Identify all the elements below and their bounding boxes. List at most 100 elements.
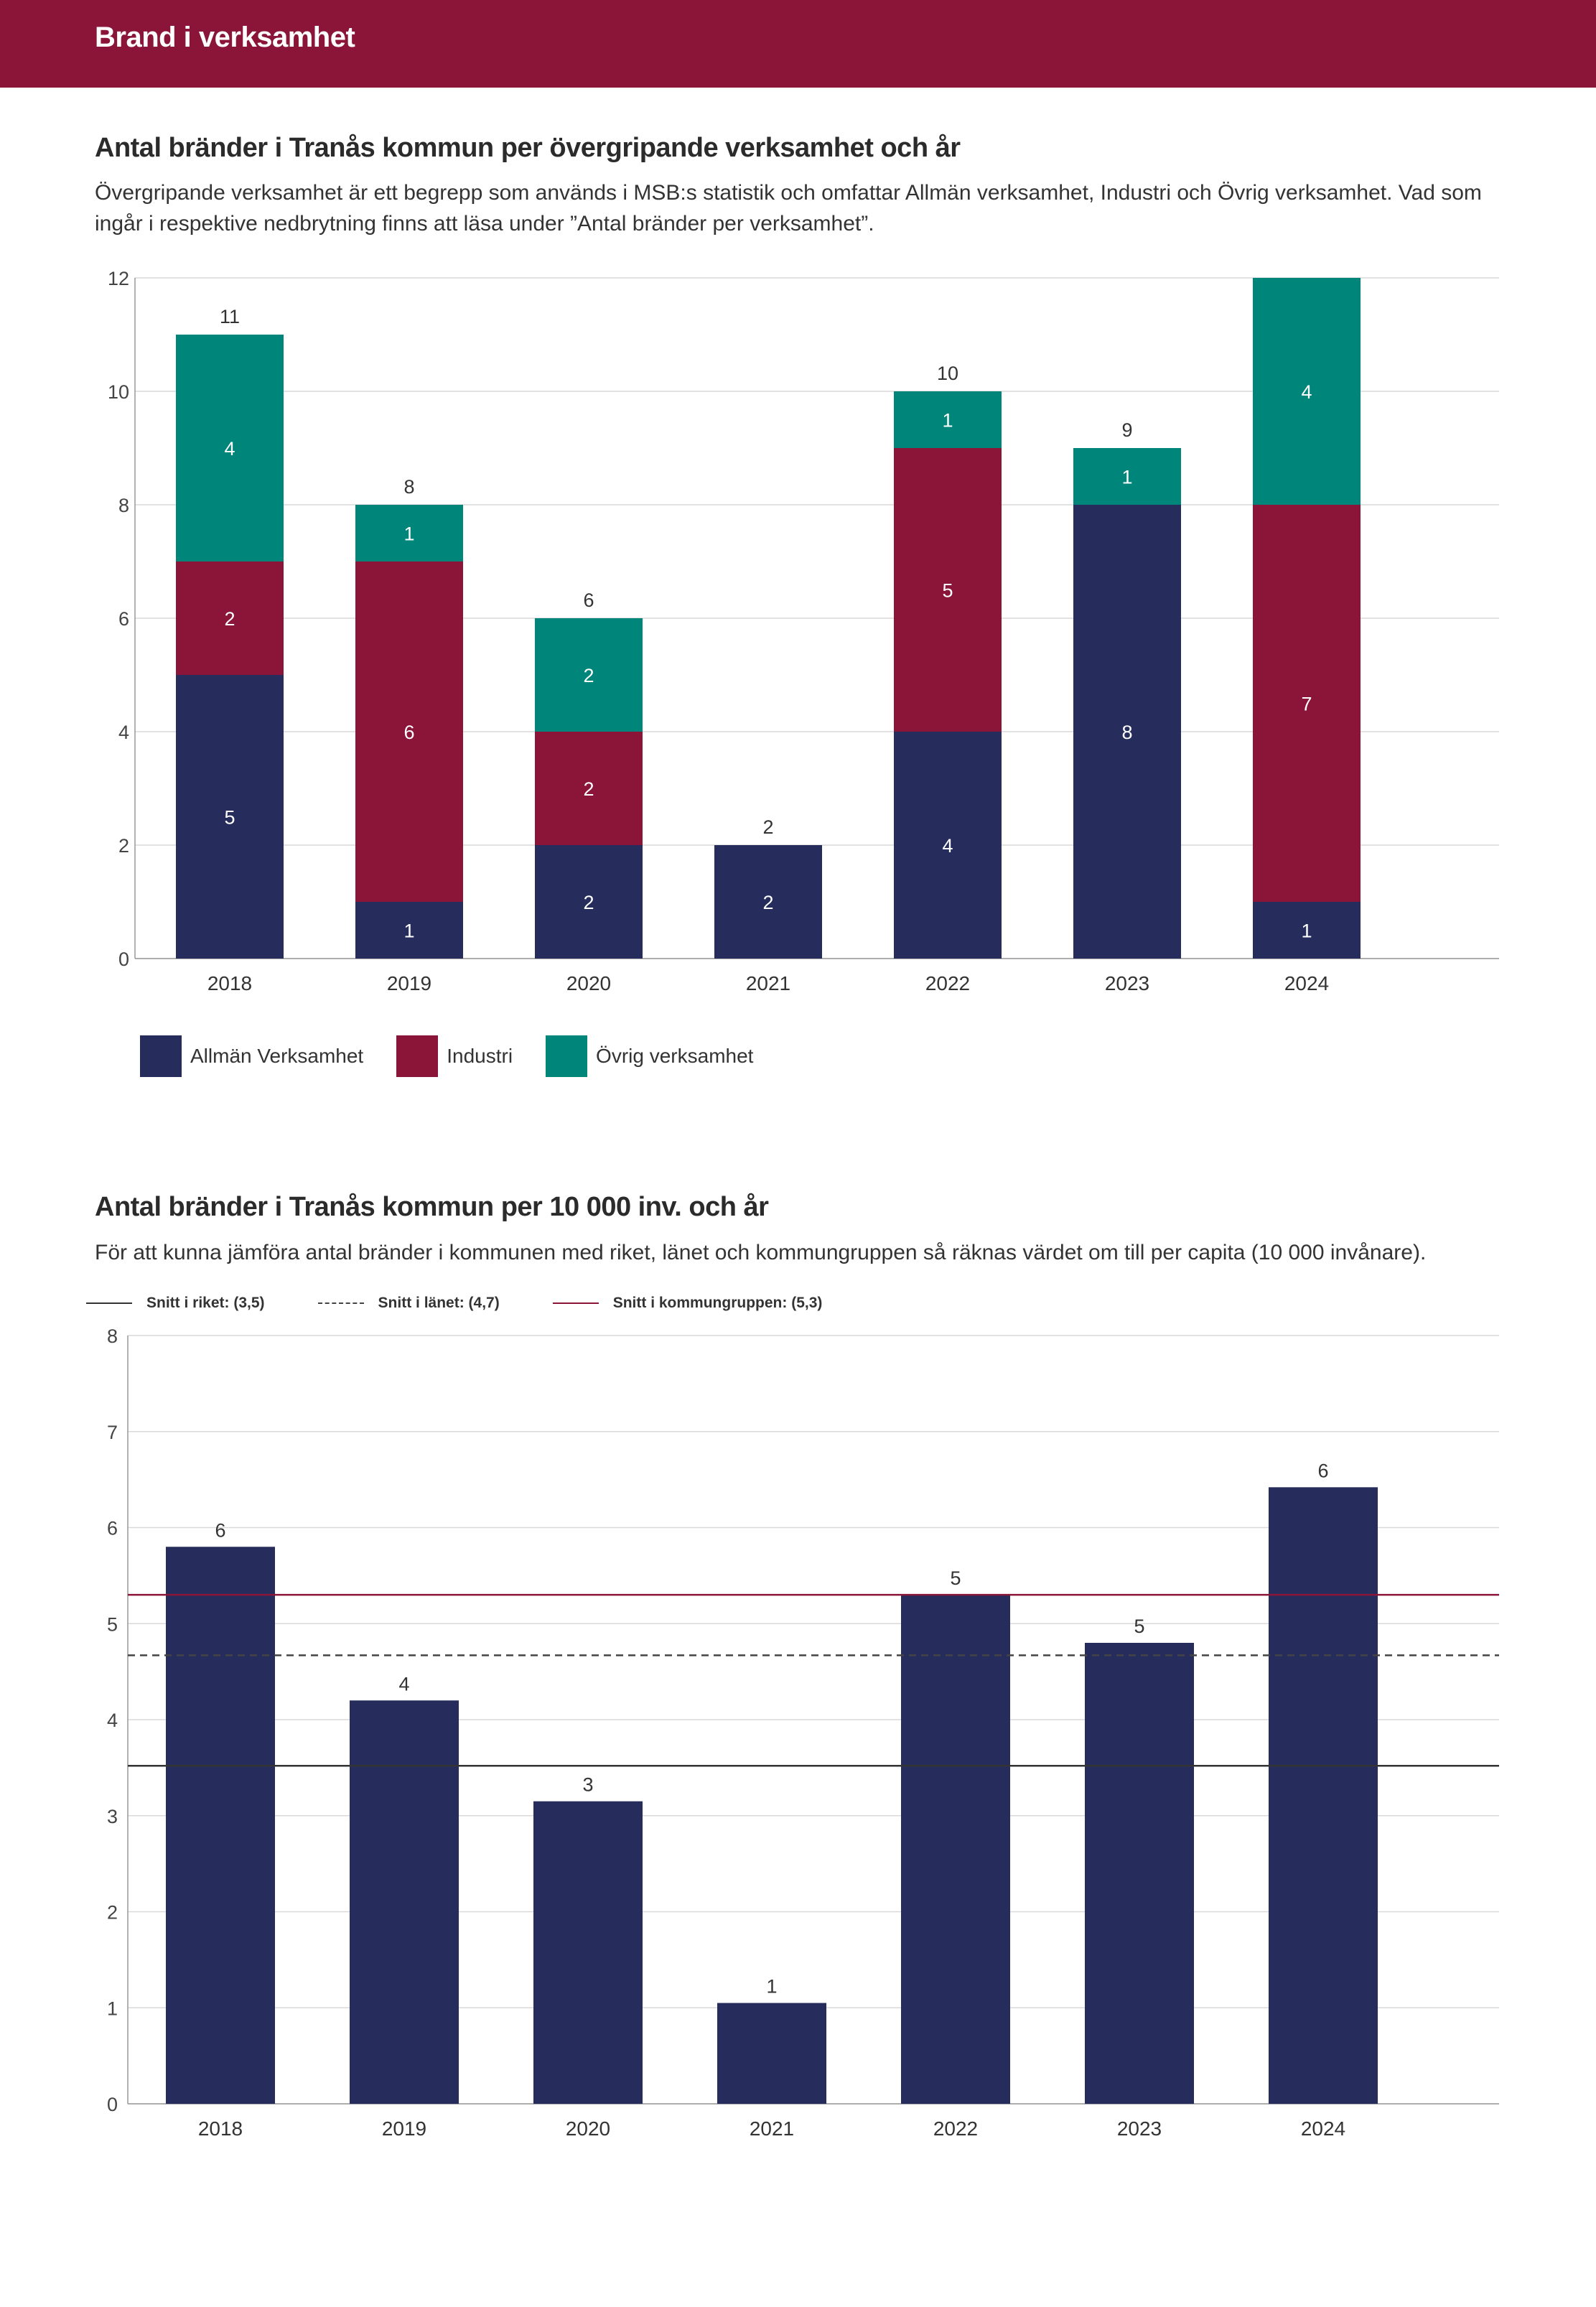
- chart1-legend: Allmän Verksamhet Industri Övrig verksam…: [140, 1034, 786, 1078]
- segment-value-label: 2: [224, 608, 235, 630]
- chart2-description: För att kunna jämföra antal bränder i ko…: [95, 1241, 1427, 1264]
- x-tick-label: 2022: [925, 972, 970, 994]
- bar-segment-industri: [894, 448, 1002, 732]
- bar: [1269, 1487, 1378, 2104]
- y-tick-label: 5: [107, 1613, 118, 1635]
- bar-segment-industri: [1253, 505, 1361, 902]
- bar-value-label: 5: [950, 1567, 961, 1589]
- y-tick-label: 8: [107, 1325, 118, 1347]
- bar-value-label: 5: [1134, 1616, 1144, 1637]
- segment-value-label: 8: [1121, 722, 1132, 743]
- bar: [1085, 1643, 1194, 2104]
- bar-segment-ovrig: [894, 391, 1002, 448]
- total-value-label: 10: [937, 363, 958, 384]
- chart1-description: Övergripande verksamhet är ett begrepp s…: [95, 181, 1482, 236]
- y-tick-label: 0: [107, 2094, 118, 2115]
- total-value-label: 2: [762, 816, 773, 838]
- total-value-label: 8: [403, 476, 414, 498]
- y-tick-label: 12: [108, 268, 129, 289]
- y-tick-label: 6: [107, 1518, 118, 1539]
- total-value-label: 6: [583, 589, 594, 611]
- legend-line-riket: [86, 1302, 132, 1304]
- y-tick-label: 1: [107, 1998, 118, 2019]
- legend-label-ovrig: Övrig verksamhet: [596, 1045, 754, 1067]
- legend-swatch-allman: [140, 1035, 182, 1077]
- total-value-label: 11: [220, 306, 240, 327]
- x-tick-label: 2018: [207, 972, 252, 994]
- bar-segment-allman: [1253, 902, 1361, 959]
- bar-segment-allman: [355, 902, 463, 959]
- legend-label-allman: Allmän Verksamhet: [190, 1045, 364, 1067]
- segment-value-label: 5: [942, 580, 953, 602]
- bar-segment-allman: [894, 732, 1002, 959]
- segment-value-label: 2: [583, 892, 594, 913]
- y-tick-label: 4: [118, 722, 129, 743]
- bar: [717, 2003, 826, 2104]
- segment-value-label: 6: [403, 722, 414, 743]
- bar: [166, 1547, 275, 2104]
- page-header: Brand i verksamhet: [0, 0, 1596, 88]
- legend-label-kommungrupp: Snitt i kommungruppen: (5,3): [612, 1295, 823, 1311]
- stacked-bar-chart: 0246810125241120181618201922262020222021…: [108, 268, 1499, 994]
- legend-swatch-ovrig: [546, 1035, 588, 1077]
- bar: [901, 1595, 1010, 2104]
- x-tick-label: 2018: [198, 2117, 243, 2140]
- bar-value-label: 4: [398, 1673, 409, 1695]
- page-title: Brand i verksamhet: [95, 22, 355, 53]
- segment-value-label: 4: [1301, 381, 1312, 403]
- bar-value-label: 6: [1317, 1460, 1328, 1481]
- x-tick-label: 2021: [750, 2117, 794, 2140]
- bar-segment-allman: [714, 845, 822, 959]
- legend-label-riket: Snitt i riket: (3,5): [146, 1295, 265, 1311]
- bar-value-label: 3: [582, 1774, 593, 1796]
- x-tick-label: 2023: [1105, 972, 1149, 994]
- y-tick-label: 6: [118, 608, 129, 630]
- bar-segment-allman: [1073, 505, 1181, 959]
- bar: [533, 1801, 643, 2104]
- y-tick-label: 4: [107, 1710, 118, 1731]
- segment-value-label: 4: [224, 438, 235, 460]
- segment-value-label: 7: [1301, 694, 1312, 715]
- bar-segment-allman: [535, 845, 643, 959]
- bar-segment-ovrig: [1253, 278, 1361, 505]
- bar-segment-industri: [355, 561, 463, 902]
- y-tick-label: 2: [118, 835, 129, 857]
- bar-segment-ovrig: [1073, 448, 1181, 505]
- x-tick-label: 2020: [566, 972, 611, 994]
- segment-value-label: 1: [403, 523, 414, 545]
- x-tick-label: 2022: [933, 2117, 978, 2140]
- y-tick-label: 0: [118, 949, 129, 970]
- legend-item-ovrig: Övrig verksamhet: [546, 1035, 753, 1077]
- y-tick-label: 7: [107, 1422, 118, 1443]
- bar-value-label: 6: [215, 1519, 225, 1541]
- chart2-legend: Snitt i riket: (3,5) Snitt i länet: (4,7…: [86, 1292, 875, 1314]
- legend-line-lanet: [317, 1302, 364, 1304]
- legend-item-allman: Allmän Verksamhet: [140, 1035, 363, 1077]
- chart2-title: Antal bränder i Tranås kommun per 10 000…: [95, 1192, 769, 1222]
- y-tick-label: 8: [118, 495, 129, 516]
- legend-item-kommungrupp: Snitt i kommungruppen: (5,3): [552, 1295, 823, 1312]
- x-tick-label: 2024: [1301, 2117, 1345, 2140]
- segment-value-label: 1: [1301, 921, 1312, 942]
- bar: [350, 1700, 459, 2104]
- legend-label-industri: Industri: [447, 1045, 513, 1067]
- legend-item-riket: Snitt i riket: (3,5): [86, 1295, 265, 1312]
- total-value-label: 9: [1121, 419, 1132, 441]
- bar-segment-ovrig: [355, 505, 463, 561]
- legend-item-industri: Industri: [396, 1035, 513, 1077]
- bar-segment-industri: [176, 561, 284, 675]
- legend-swatch-industri: [396, 1035, 439, 1077]
- legend-label-lanet: Snitt i länet: (4,7): [378, 1295, 500, 1311]
- y-tick-label: 2: [107, 1902, 118, 1924]
- segment-value-label: 2: [583, 665, 594, 686]
- x-tick-label: 2019: [382, 2117, 426, 2140]
- bar-segment-allman: [176, 675, 284, 959]
- legend-item-lanet: Snitt i länet: (4,7): [317, 1295, 500, 1312]
- bar-segment-industri: [535, 732, 643, 845]
- chart1-title: Antal bränder i Tranås kommun per övergr…: [95, 133, 961, 163]
- per-capita-bar-chart: 0 1 2 3 4 5 6 7 8 6 2018 4 2019 3 2020 1 2021 5 2022 5 2023 6…: [107, 1325, 1499, 2140]
- legend-line-kommungrupp: [552, 1302, 599, 1304]
- y-tick-label: 3: [107, 1806, 118, 1827]
- x-tick-label: 2020: [566, 2117, 610, 2140]
- bar-segment-ovrig: [535, 618, 643, 732]
